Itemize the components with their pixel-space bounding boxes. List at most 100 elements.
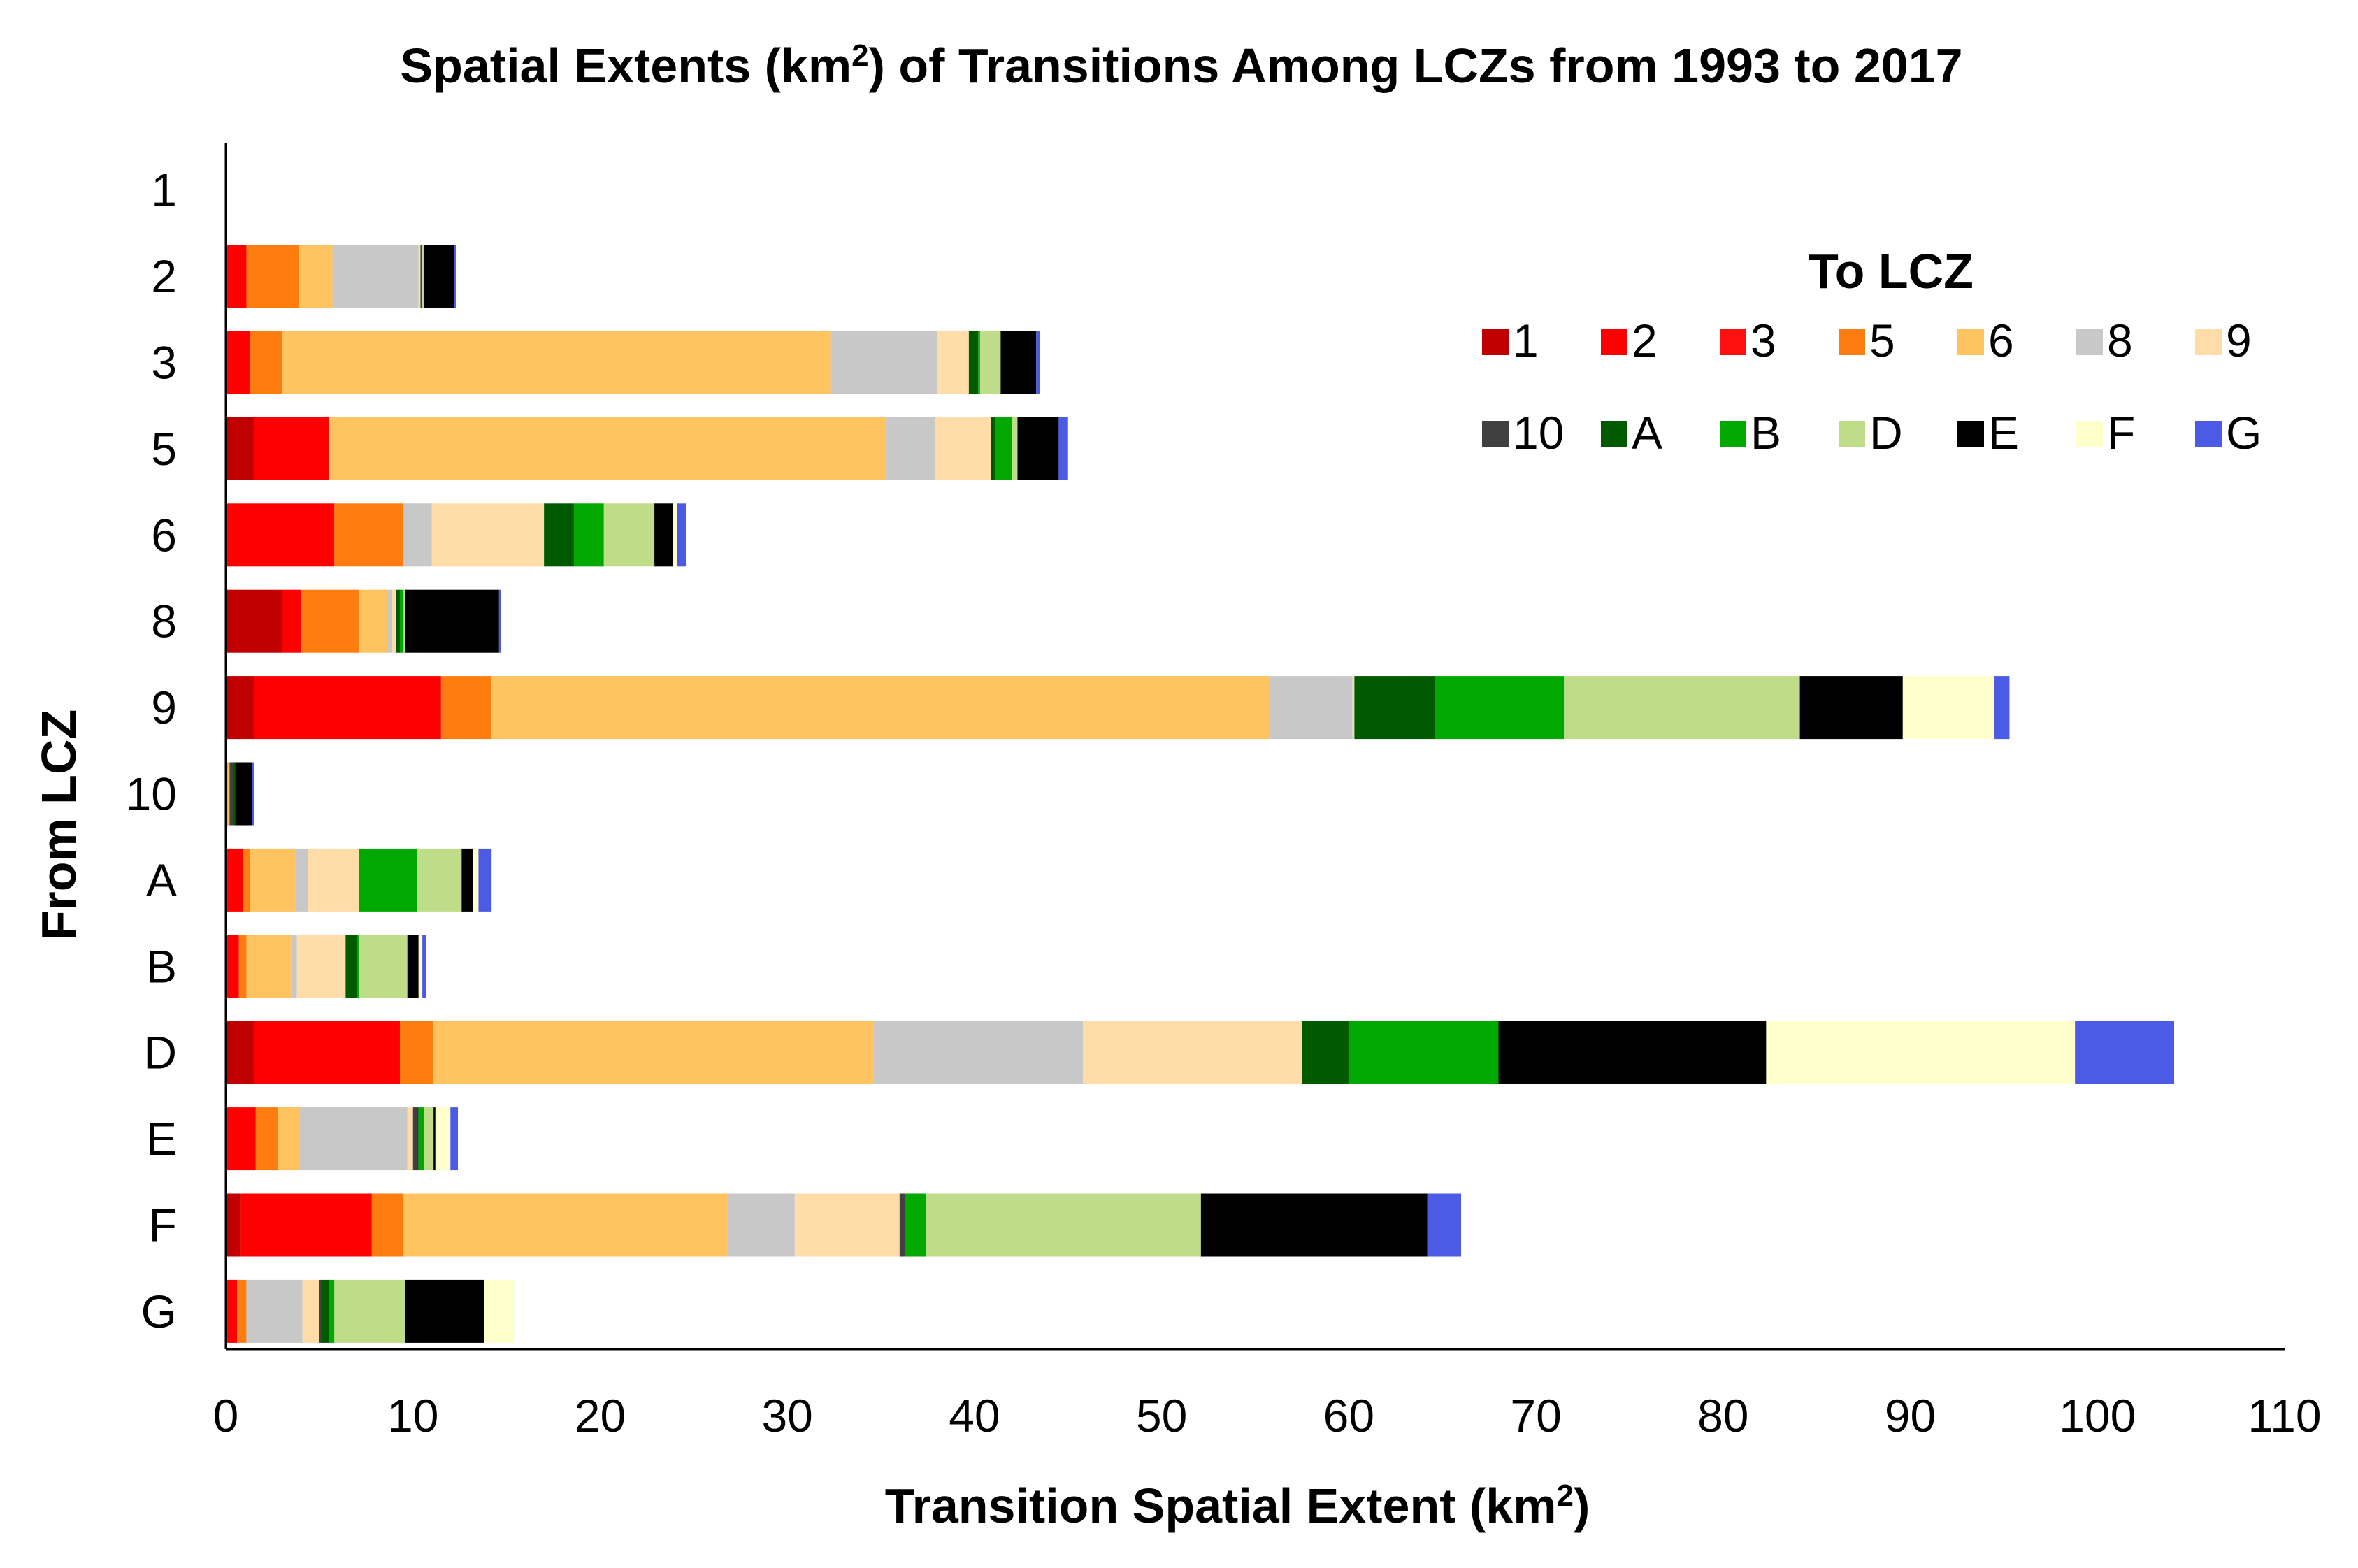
bar-segment bbox=[321, 1279, 329, 1343]
bar-segment bbox=[461, 848, 473, 912]
legend-item: F bbox=[2076, 407, 2135, 459]
x-tick-label: 50 bbox=[1136, 1390, 1187, 1441]
bar-segment bbox=[250, 848, 296, 912]
bar-segment bbox=[240, 1193, 372, 1257]
x-tick-label: 90 bbox=[1885, 1390, 1936, 1441]
legend-swatch bbox=[2195, 421, 2222, 447]
axes-layer bbox=[224, 143, 2285, 1351]
bar-segment bbox=[1012, 417, 1018, 480]
bar-segment bbox=[227, 1107, 256, 1171]
bar-segment bbox=[399, 589, 404, 653]
bar-segment bbox=[978, 331, 980, 394]
bar-segment bbox=[440, 676, 492, 740]
bar-segment bbox=[226, 1021, 254, 1084]
legend-label: A bbox=[1632, 407, 1662, 459]
bar-segment bbox=[422, 935, 426, 998]
bar-segment bbox=[403, 503, 432, 567]
bar-segment bbox=[299, 245, 333, 308]
x-tick-label: 40 bbox=[949, 1390, 1000, 1441]
legend-swatch bbox=[1839, 421, 1865, 447]
bar-segment bbox=[1270, 676, 1353, 740]
bar-segment bbox=[424, 245, 454, 308]
y-tick-label: A bbox=[146, 854, 177, 906]
bar-segment bbox=[830, 331, 937, 394]
legend-item: 8 bbox=[2076, 315, 2133, 366]
legend-swatch bbox=[1601, 329, 1627, 355]
bar-segment bbox=[329, 1279, 335, 1343]
bar-segment bbox=[308, 848, 359, 912]
bar-segment bbox=[226, 1193, 241, 1257]
legend-item: 10 bbox=[1482, 407, 1564, 459]
legend-swatch bbox=[2195, 329, 2222, 355]
x-tick-label: 70 bbox=[1510, 1390, 1561, 1441]
legend-item: E bbox=[1957, 407, 2019, 459]
bar-segment bbox=[246, 1279, 303, 1343]
x-tick-labels: 0 10 20 30 40 50 60 70 80 90 100 110 bbox=[213, 1390, 2322, 1441]
bar-segment bbox=[654, 503, 673, 567]
bar-segment bbox=[387, 589, 393, 653]
x-tick-label: 10 bbox=[387, 1390, 438, 1441]
bar-segment bbox=[396, 589, 400, 653]
legend-swatch bbox=[1482, 421, 1509, 447]
bar-segment bbox=[2075, 1021, 2175, 1084]
y-tick-label: E bbox=[146, 1113, 177, 1165]
bar-segment bbox=[291, 935, 297, 998]
bar-segment bbox=[603, 503, 655, 567]
bar-segment bbox=[573, 503, 604, 567]
bar-segment bbox=[1994, 676, 2010, 740]
bar-segment bbox=[478, 848, 492, 912]
bar-segment bbox=[334, 1279, 406, 1343]
bar-segment bbox=[282, 331, 831, 394]
bar-segment bbox=[233, 762, 236, 826]
legend-label: 9 bbox=[2226, 315, 2252, 366]
bar-segment bbox=[454, 245, 456, 308]
bar-segment bbox=[226, 417, 254, 480]
legend-swatch bbox=[1720, 421, 1746, 447]
bar-segment bbox=[329, 417, 887, 480]
bar-segment bbox=[1902, 676, 1995, 740]
bar-segment bbox=[1498, 1021, 1767, 1084]
bar-segment bbox=[544, 503, 574, 567]
bar-segment bbox=[935, 417, 992, 480]
legend-item: 5 bbox=[1839, 315, 1895, 366]
bar-segment bbox=[1435, 676, 1565, 740]
y-tick-label: 8 bbox=[151, 596, 177, 647]
legend-item: 6 bbox=[1957, 315, 2014, 366]
bar-segment bbox=[226, 676, 254, 740]
bar-segment bbox=[473, 848, 479, 912]
bar-segment bbox=[433, 1107, 436, 1171]
bar-segment bbox=[418, 1107, 424, 1171]
bar-segment bbox=[886, 417, 935, 480]
legend-title: To LCZ bbox=[1809, 244, 1974, 299]
bar-segment bbox=[1302, 1021, 1349, 1084]
bar-segment bbox=[1564, 676, 1800, 740]
legend-label: 6 bbox=[1988, 315, 2014, 366]
bar-segment bbox=[677, 503, 686, 567]
bar-segment bbox=[295, 848, 308, 912]
y-tick-label: 5 bbox=[151, 423, 177, 475]
legend-swatch bbox=[2076, 329, 2103, 355]
bar-segment bbox=[302, 1279, 319, 1343]
bar-segment bbox=[417, 1107, 419, 1171]
bar-segment bbox=[227, 503, 335, 567]
bar-segment bbox=[1000, 331, 1037, 394]
bar-segment bbox=[227, 762, 230, 826]
legend-items: 1 2 3 5 6 8 9 10 A B D E F G bbox=[1482, 315, 2262, 459]
bar-segment bbox=[407, 1107, 413, 1171]
y-tick-label: 10 bbox=[126, 768, 177, 820]
y-tick-label: F bbox=[149, 1200, 177, 1251]
bar-segment bbox=[243, 848, 250, 912]
bar-segment bbox=[418, 935, 423, 998]
bar-segment bbox=[968, 331, 979, 394]
legend-item: 3 bbox=[1720, 315, 1776, 366]
bar-segment bbox=[412, 1107, 417, 1171]
bar-segment bbox=[422, 245, 424, 308]
bar-segment bbox=[405, 1279, 484, 1343]
legend: To LCZ 1 2 3 5 6 8 9 10 A B D E F G bbox=[1482, 244, 2262, 459]
bar-segment bbox=[299, 1107, 408, 1171]
bar-segment bbox=[1799, 676, 1903, 740]
x-tick-label: 60 bbox=[1323, 1390, 1374, 1441]
y-tick-label: 2 bbox=[151, 250, 177, 302]
